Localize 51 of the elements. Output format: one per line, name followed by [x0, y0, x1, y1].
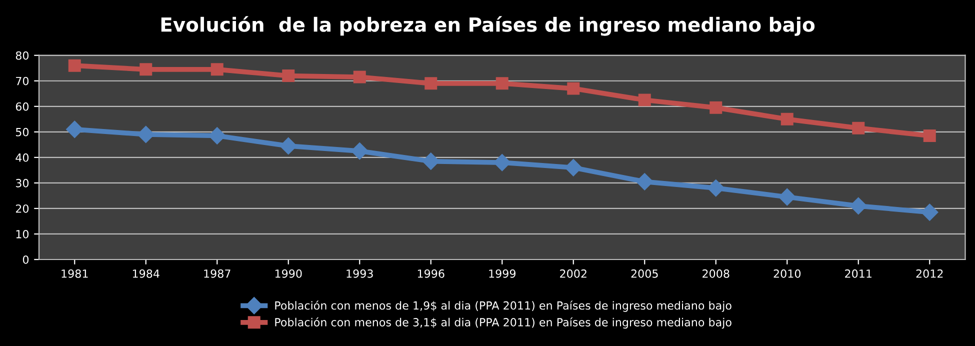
y-tick-label: 60 [16, 102, 29, 111]
y-tick-label: 0 [22, 255, 29, 264]
legend-label: Población con menos de 3,1$ al dia (PPA 2011) en Países de ingreso mediano bajo [275, 317, 732, 329]
point [850, 197, 867, 214]
x-tick-label: 1996 [418, 269, 444, 278]
point [210, 63, 224, 76]
point [494, 154, 511, 172]
point [852, 122, 865, 134]
y-tick-label: 20 [16, 204, 29, 213]
point [636, 173, 654, 190]
point [638, 94, 651, 106]
point [778, 188, 796, 206]
point [68, 59, 81, 72]
x-tick-label: 1981 [62, 269, 88, 278]
y-tick-label: 40 [16, 153, 29, 162]
point [280, 137, 297, 154]
x-tick-label: 1993 [346, 269, 373, 278]
legend-label: Población con menos de 1,9$ al dia (PPA 2011) en Países de ingreso mediano bajo [275, 300, 732, 312]
x-tick-label: 2002 [560, 269, 586, 278]
x-tick-label: 1984 [132, 269, 160, 278]
x-tick-label: 2005 [631, 269, 658, 278]
point [710, 101, 722, 114]
y-tick-label: 80 [16, 51, 29, 60]
point [921, 204, 938, 221]
x-tick-label: 2008 [702, 269, 730, 278]
y-tick-label: 30 [16, 178, 29, 188]
point [496, 77, 508, 90]
point [137, 126, 154, 144]
x-tick-label: 2011 [845, 269, 872, 278]
point [208, 127, 226, 144]
point [353, 70, 366, 84]
point [351, 142, 368, 160]
point [282, 70, 295, 82]
x-tick-label: 1999 [489, 269, 516, 278]
point [66, 120, 84, 138]
x-tick-label: 2010 [774, 269, 801, 278]
y-tick-label: 70 [16, 76, 29, 86]
chart-title: Evolución de la pobreza en Países de ingreso mediano bajo [161, 16, 815, 36]
y-tick-label: 10 [16, 230, 29, 238]
point [424, 77, 438, 90]
x-tick-label: 1990 [275, 269, 302, 278]
point [422, 152, 440, 170]
y-tick-label: 50 [16, 128, 29, 136]
point [564, 159, 582, 176]
point [923, 129, 936, 142]
point [140, 63, 152, 76]
x-tick-label: 2012 [916, 269, 943, 278]
point [707, 180, 724, 197]
point [567, 82, 580, 95]
x-tick-label: 1987 [204, 269, 230, 278]
point [780, 112, 794, 126]
